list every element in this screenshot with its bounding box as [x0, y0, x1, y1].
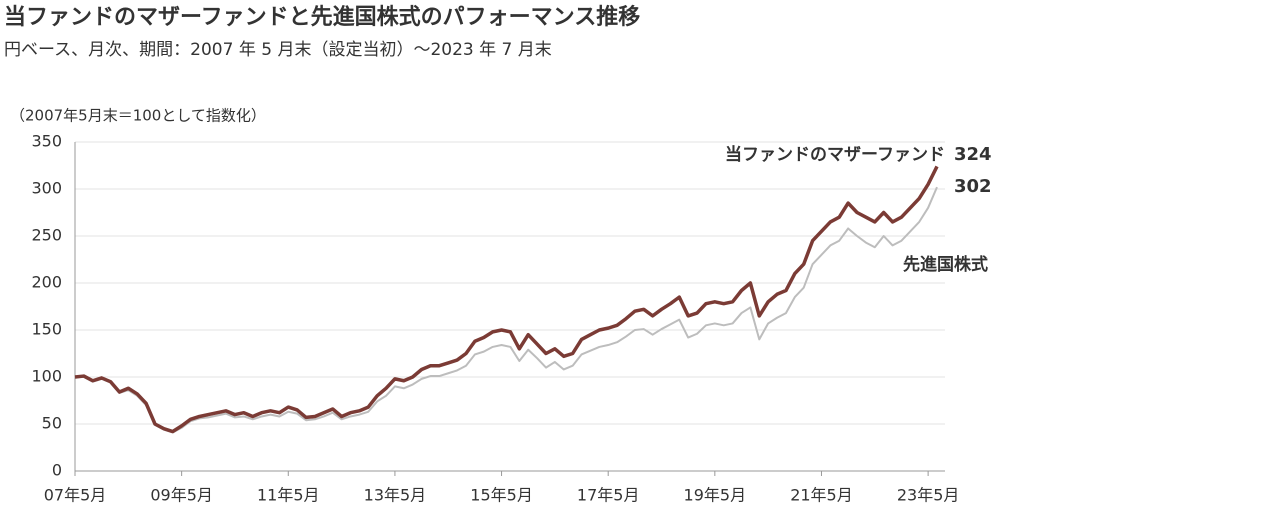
x-tick-label: 17年5月 [577, 486, 640, 505]
value-label: 324 [954, 144, 992, 165]
series-label: 先進国株式 [903, 254, 988, 275]
y-axis-note: （2007年5月末＝100として指数化） [10, 107, 266, 125]
x-tick-label: 19年5月 [684, 486, 747, 505]
y-tick-label: 0 [52, 461, 62, 480]
y-tick-label: 200 [31, 273, 62, 292]
y-tick-label: 150 [31, 320, 62, 339]
x-tick-label: 13年5月 [364, 486, 427, 505]
chart-title: 当ファンドのマザーファンドと先進国株式のパフォーマンス推移 [4, 4, 640, 30]
series-label: 当ファンドのマザーファンド [725, 144, 945, 165]
value-label: 302 [954, 176, 992, 197]
series-line [75, 186, 938, 434]
x-tick-label: 21年5月 [790, 486, 853, 505]
y-tick-label: 50 [42, 414, 62, 433]
x-tick-label: 07年5月 [44, 486, 107, 505]
y-tick-label: 300 [31, 179, 62, 198]
series-line [74, 165, 939, 434]
x-tick-label: 09年5月 [150, 486, 213, 505]
y-tick-label: 250 [31, 226, 62, 245]
y-tick-label: 350 [31, 132, 62, 151]
y-tick-label: 100 [31, 367, 62, 386]
x-tick-label: 11年5月 [257, 486, 320, 505]
x-tick-label: 23年5月 [897, 486, 960, 505]
chart-subtitle: 円ベース、月次、期間：2007 年 5 月末（設定当初）～2023 年 7 月末 [4, 40, 552, 60]
x-tick-label: 15年5月 [470, 486, 533, 505]
